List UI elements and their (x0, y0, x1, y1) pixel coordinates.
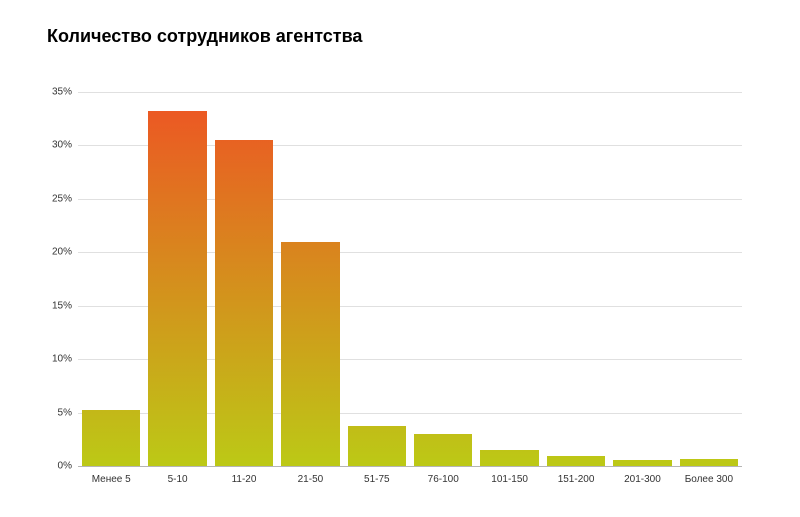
bar-slot: 76-100 (410, 92, 476, 466)
x-axis-label: 76-100 (428, 466, 459, 485)
y-axis-label: 35% (52, 87, 78, 98)
bar-slot: 11-20 (211, 92, 277, 466)
y-axis-label: 15% (52, 300, 78, 311)
chart-plot-area: 0%5%10%15%20%25%30%35%Менее 55-1011-2021… (78, 92, 742, 466)
chart-container: Количество сотрудников агентства 0%5%10%… (0, 0, 800, 517)
x-axis-label: 21-50 (298, 466, 324, 485)
x-axis-label: 101-150 (491, 466, 528, 485)
x-axis-label: 51-75 (364, 466, 390, 485)
y-axis-label: 10% (52, 354, 78, 365)
bar-slot: 21-50 (277, 92, 343, 466)
bar (215, 140, 273, 466)
bar (348, 426, 406, 466)
bar (547, 456, 605, 466)
bar-slot: Менее 5 (78, 92, 144, 466)
bar-slot: 201-300 (609, 92, 675, 466)
x-axis-label: 151-200 (558, 466, 595, 485)
x-axis-label: 201-300 (624, 466, 661, 485)
y-axis-label: 30% (52, 140, 78, 151)
bar-slot: 101-150 (476, 92, 542, 466)
bar (414, 434, 472, 466)
bar-slot: Более 300 (676, 92, 742, 466)
y-axis-label: 20% (52, 247, 78, 258)
chart-title: Количество сотрудников агентства (47, 26, 362, 47)
x-axis-label: Более 300 (685, 466, 733, 485)
bar (281, 242, 339, 466)
y-axis-label: 5% (58, 407, 78, 418)
y-axis-label: 25% (52, 193, 78, 204)
y-axis-label: 0% (58, 461, 78, 472)
bar-slot: 151-200 (543, 92, 609, 466)
bar (82, 410, 140, 466)
bar-slot: 5-10 (144, 92, 210, 466)
bars-group: Менее 55-1011-2021-5051-7576-100101-1501… (78, 92, 742, 466)
x-axis-label: 5-10 (168, 466, 188, 485)
bar (480, 450, 538, 466)
bar (148, 111, 206, 466)
bar (680, 459, 738, 466)
bar-slot: 51-75 (344, 92, 410, 466)
x-axis-label: 11-20 (232, 466, 257, 485)
x-axis-label: Менее 5 (92, 466, 131, 485)
